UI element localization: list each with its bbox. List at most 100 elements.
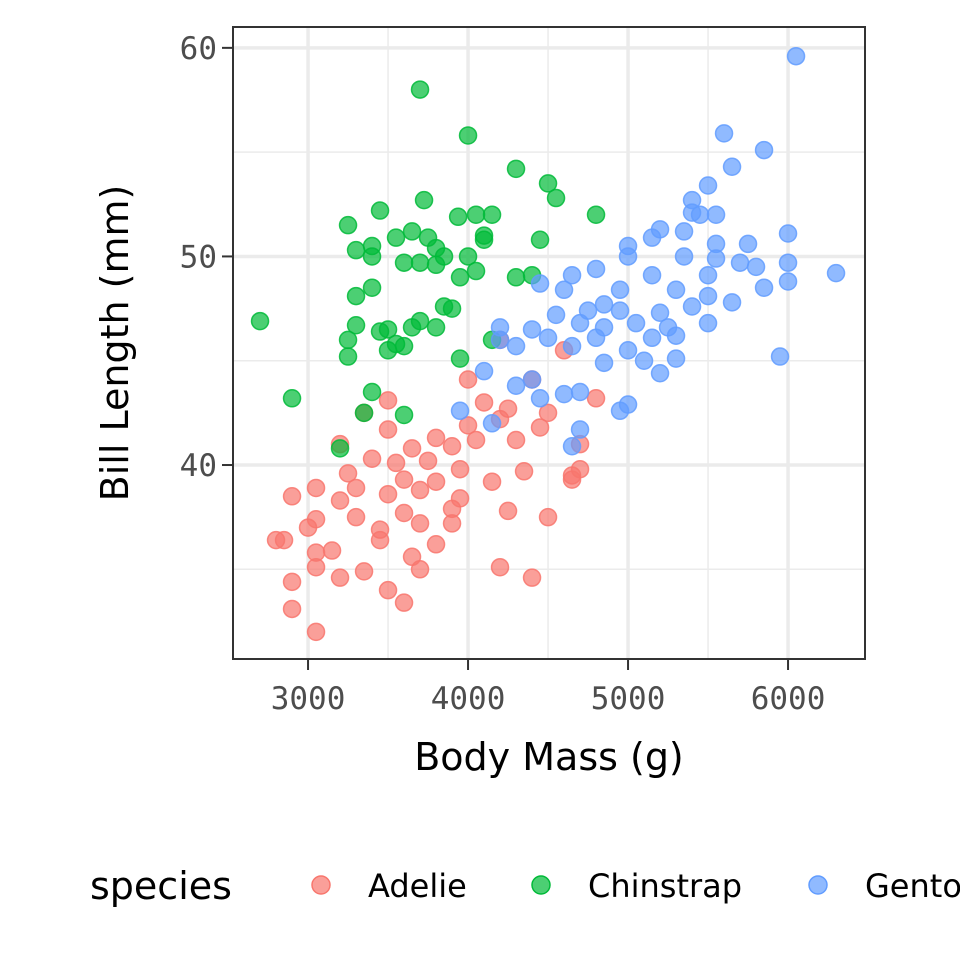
data-point <box>442 299 462 318</box>
data-point <box>394 405 414 425</box>
data-point <box>386 228 406 247</box>
data-point <box>546 188 566 208</box>
data-point <box>538 403 558 423</box>
data-point <box>554 384 574 404</box>
data-point <box>714 124 734 143</box>
data-point <box>346 240 366 260</box>
data-point <box>466 430 486 450</box>
data-point <box>338 347 358 366</box>
data-point <box>450 268 470 287</box>
data-point <box>250 311 270 331</box>
data-point <box>282 599 302 619</box>
data-point <box>426 318 446 337</box>
data-point <box>394 336 414 356</box>
x-tick-label: 4000 <box>431 681 506 717</box>
data-point <box>306 478 326 498</box>
data-point <box>610 280 630 300</box>
data-point <box>402 439 422 458</box>
data-point <box>522 320 542 339</box>
data-point <box>394 253 414 272</box>
series-chinstrap <box>250 80 606 458</box>
data-point <box>562 265 582 285</box>
data-point <box>498 399 518 418</box>
data-point <box>354 403 374 423</box>
data-point <box>474 361 494 381</box>
data-point <box>402 318 422 337</box>
data-point <box>330 439 350 458</box>
data-point <box>642 328 662 348</box>
data-point <box>306 622 326 642</box>
data-point <box>666 280 686 300</box>
legend-item-gentoo: Gentoo <box>808 867 960 905</box>
data-point <box>610 301 630 320</box>
data-point <box>642 228 662 247</box>
data-point <box>682 297 702 316</box>
data-point <box>522 370 542 389</box>
data-point <box>634 351 654 370</box>
data-point <box>322 541 342 560</box>
data-point <box>362 247 382 266</box>
data-point <box>506 159 526 179</box>
data-point <box>786 46 806 66</box>
data-point <box>570 313 590 333</box>
data-point <box>738 234 758 254</box>
data-point <box>770 347 790 366</box>
data-point <box>378 580 398 600</box>
data-point <box>482 205 502 224</box>
data-point <box>674 222 694 241</box>
data-point <box>474 393 494 412</box>
data-point <box>458 416 478 435</box>
data-point <box>458 370 478 389</box>
data-point <box>394 593 414 612</box>
data-point <box>562 336 582 356</box>
data-point <box>546 305 566 325</box>
data-point <box>722 293 742 312</box>
legend-key <box>808 875 828 895</box>
data-point <box>706 249 726 268</box>
data-point <box>666 326 686 345</box>
data-point <box>410 514 430 533</box>
data-point <box>306 543 326 562</box>
data-point <box>338 215 358 235</box>
legend-key <box>531 875 551 895</box>
data-point <box>626 313 646 333</box>
data-point <box>722 157 742 176</box>
legend-item-chinstrap: Chinstrap <box>531 867 742 905</box>
data-point <box>698 176 718 195</box>
data-point <box>490 557 510 577</box>
axes: 3000 4000 5000 6000 40 50 60 <box>180 31 826 717</box>
data-point <box>410 253 430 272</box>
data-point <box>530 418 550 437</box>
data-point <box>378 484 398 504</box>
data-point <box>394 470 414 489</box>
x-tick-label: 5000 <box>591 681 666 717</box>
x-tick-label: 6000 <box>751 681 826 717</box>
data-point <box>674 247 694 266</box>
legend-key <box>311 875 331 895</box>
data-point <box>450 401 470 421</box>
data-point <box>450 349 470 368</box>
data-point <box>370 201 390 220</box>
data-point <box>346 316 366 335</box>
data-point <box>538 174 558 193</box>
data-point <box>730 253 750 272</box>
data-point <box>594 295 614 314</box>
data-point <box>474 226 494 245</box>
legend-label: Adelie <box>368 867 467 905</box>
data-point <box>466 205 486 224</box>
data-point <box>418 451 438 471</box>
data-point <box>618 341 638 360</box>
data-point <box>498 501 518 521</box>
data-point <box>538 328 558 348</box>
data-point <box>778 272 798 291</box>
data-point <box>482 472 502 491</box>
data-point <box>434 247 454 266</box>
data-point <box>778 224 798 243</box>
data-point <box>448 207 468 227</box>
data-point <box>746 257 766 277</box>
data-point <box>650 363 670 383</box>
data-point <box>426 535 446 554</box>
data-point <box>530 230 550 250</box>
data-point <box>586 328 606 348</box>
data-point <box>482 414 502 433</box>
